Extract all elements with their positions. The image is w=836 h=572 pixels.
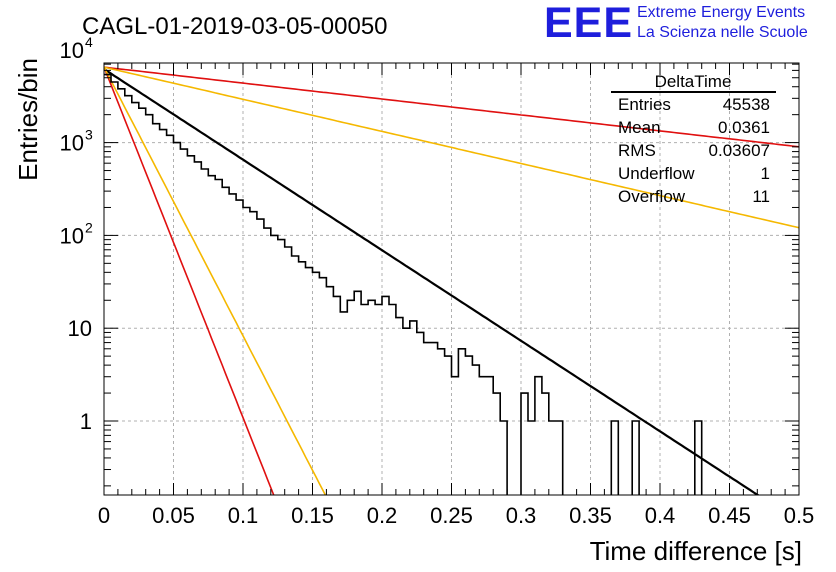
y-tick-label: 10 [60,38,84,63]
y-tick-exponent: 3 [85,127,93,143]
x-axis-label: Time difference [s] [590,536,802,566]
fit-curve [104,68,760,495]
stats-value: 0.03607 [709,141,770,160]
fit-curve [104,66,275,495]
grid [104,63,799,495]
stats-title: DeltaTime [655,72,732,91]
y-axis-label: Entries/bin [13,58,43,181]
logo-line-2: La Scienza nelle Scuole [637,24,808,41]
y-tick-label: 10 [68,316,92,341]
logo-line-1: Extreme Energy Events [637,4,805,21]
stats-label: Overflow [618,187,686,206]
x-tick-label: 0.3 [506,503,537,528]
stats-value: 11 [752,187,770,206]
x-tick-label: 0.15 [291,503,334,528]
x-tick-label: 0.4 [645,503,676,528]
fit-curves [104,66,799,495]
x-tick-label: 0 [98,503,110,528]
stats-label: Underflow [618,164,695,183]
stats-box: DeltaTime Entries 45538 Mean 0.0361 RMS … [611,72,776,206]
stats-label: Mean [618,118,661,137]
fit-curve [104,66,799,229]
x-tick-label: 0.05 [152,503,195,528]
stats-label: Entries [618,95,671,114]
stats-value: 1 [761,164,770,183]
y-tick-exponent: 4 [85,34,93,50]
run-title: CAGL-01-2019-03-05-00050 [82,13,388,40]
histogram [104,73,703,495]
x-tick-label: 0.45 [708,503,751,528]
y-tick-label: 10 [60,131,84,156]
y-tick-exponent: 2 [85,219,93,235]
x-tick-label: 0.5 [784,503,815,528]
x-tick-label: 0.1 [228,503,259,528]
x-tick-label: 0.35 [569,503,612,528]
x-tick-label: 0.25 [430,503,473,528]
stats-value: 0.0361 [718,118,770,137]
histogram-steps [104,73,703,495]
fit-curve [104,66,327,495]
eee-logo-letters: EEE [544,0,633,47]
eee-logo: EEE Extreme Energy Events La Scienza nel… [544,0,808,47]
fit-curve [104,66,799,148]
y-tick-label: 1 [80,409,92,434]
y-tick-label: 10 [60,223,84,248]
x-axis: 0 0.05 0.1 0.15 0.2 0.25 0.3 0.35 0.4 0.45 0.5 [98,63,814,528]
stats-value: 45538 [723,95,770,114]
stats-label: RMS [618,141,656,160]
x-tick-label: 0.2 [367,503,398,528]
